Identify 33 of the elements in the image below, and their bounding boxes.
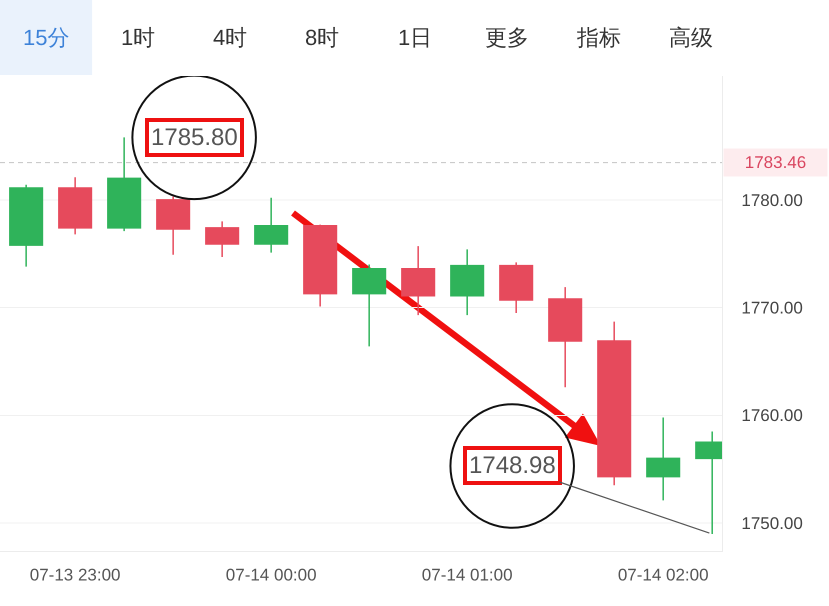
text: 1时 bbox=[121, 25, 156, 50]
x-tick-label: 07-14 00:00 bbox=[226, 565, 317, 584]
text: 8时 bbox=[305, 25, 340, 50]
y-tick-label: 1760.00 bbox=[741, 406, 803, 426]
candlestick bbox=[303, 224, 338, 308]
y-tick-label: 1770.00 bbox=[741, 298, 803, 318]
candlestick bbox=[205, 220, 240, 258]
text: 1日 bbox=[398, 25, 432, 50]
candlestick bbox=[352, 264, 386, 348]
x-tick-label: 07-14 01:00 bbox=[422, 565, 513, 584]
candlestick bbox=[156, 196, 190, 256]
candlestick bbox=[646, 416, 680, 502]
y-tick-label: 1750.00 bbox=[741, 514, 803, 533]
annotation: 1748.98 bbox=[469, 452, 556, 479]
candlestick bbox=[254, 196, 288, 254]
candlestick bbox=[58, 176, 92, 236]
text: 高级 bbox=[669, 25, 713, 50]
x-tick-label: 07-13 23:00 bbox=[30, 565, 121, 584]
text: 指标 bbox=[576, 25, 621, 50]
x-tick-label: 07-14 02:00 bbox=[618, 565, 709, 584]
candlestick bbox=[499, 262, 534, 314]
ref-line-label: 1783.46 bbox=[744, 153, 806, 172]
candlestick bbox=[9, 184, 44, 268]
candlestick bbox=[450, 248, 484, 316]
annotation: 1785.80 bbox=[151, 124, 238, 151]
candlestick bbox=[597, 320, 632, 486]
y-tick-label: 1780.00 bbox=[741, 190, 803, 210]
candlestick bbox=[401, 245, 436, 316]
text: 4时 bbox=[213, 25, 248, 50]
candlestick bbox=[107, 136, 142, 232]
text: 15分 bbox=[23, 25, 70, 50]
candlestick bbox=[548, 286, 582, 388]
text: 更多 bbox=[485, 25, 529, 50]
